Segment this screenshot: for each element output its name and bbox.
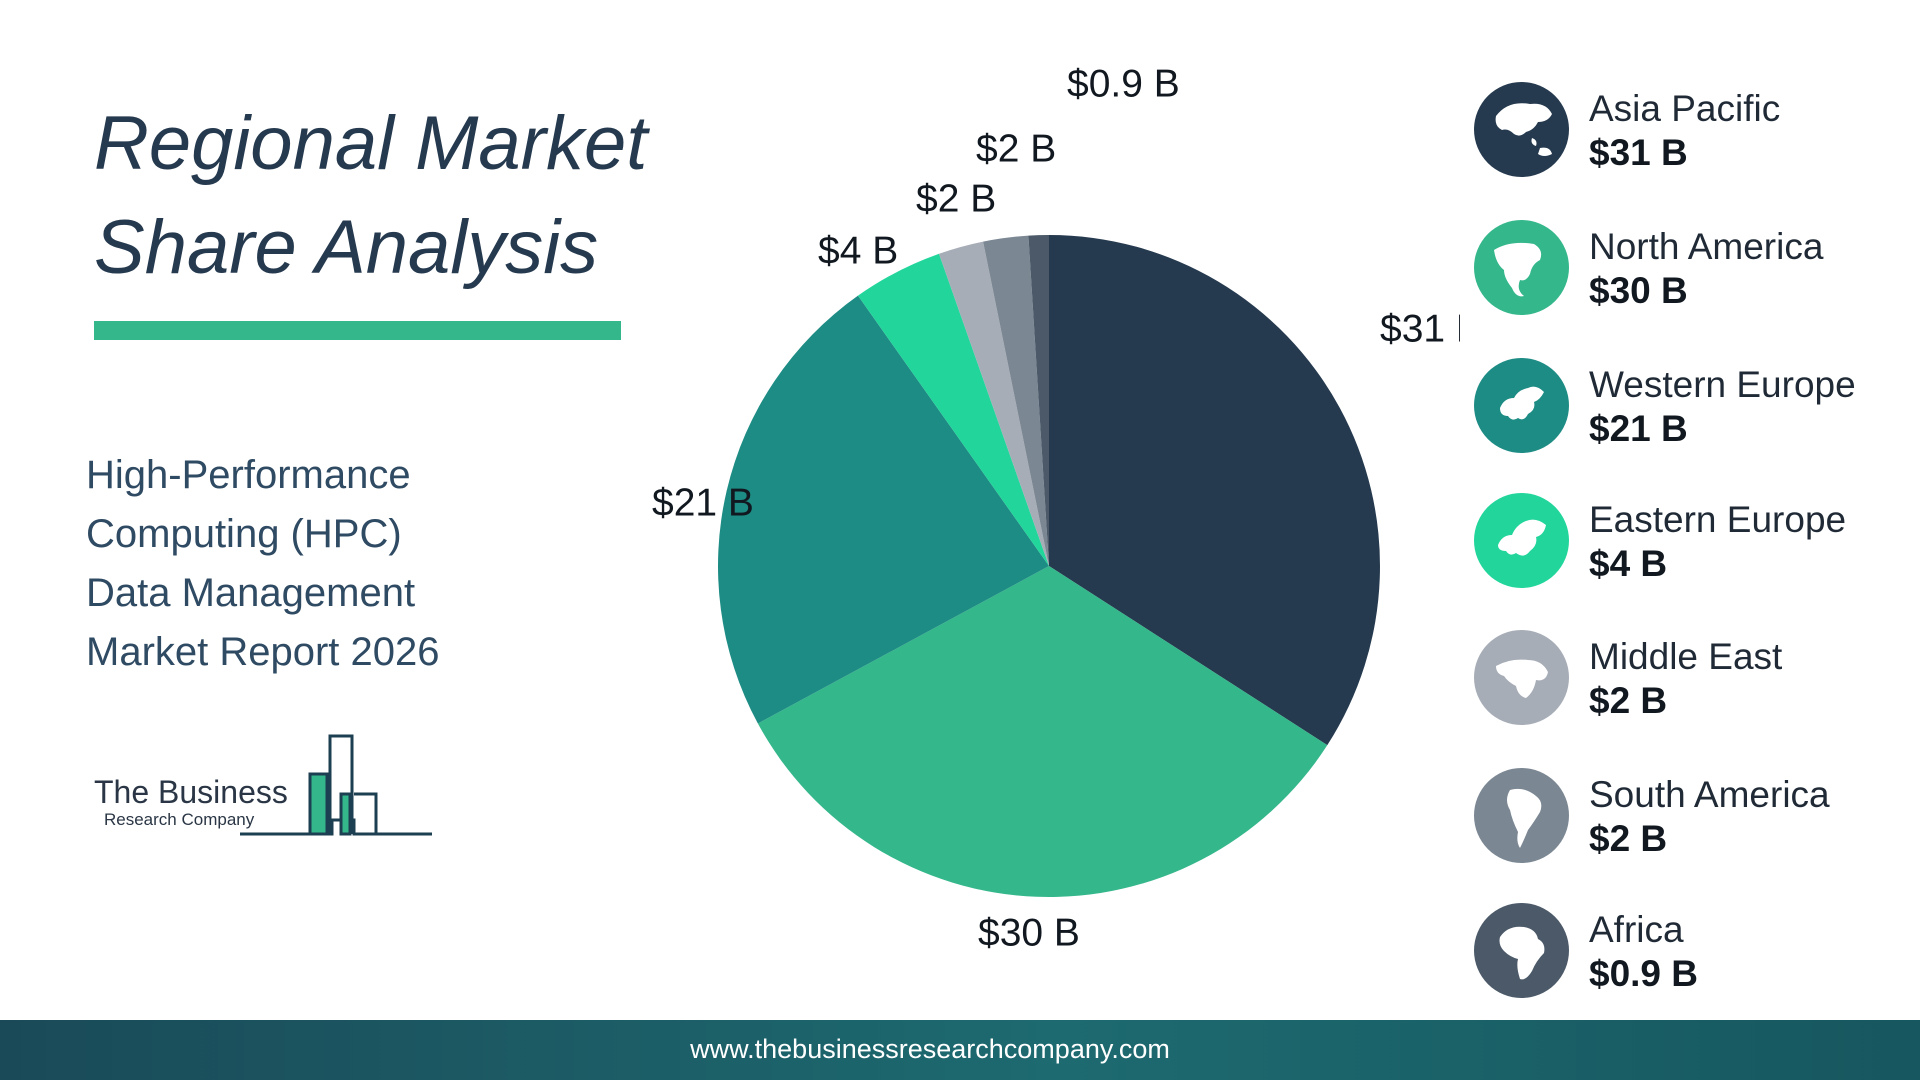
western-europe-map-icon: [1474, 358, 1569, 453]
logo-name: The Business: [94, 774, 288, 810]
pie-slice-middle-east: [939, 241, 1049, 566]
pie-slice-asia-pacific: [1049, 235, 1380, 746]
legend-value: $30 B: [1589, 270, 1688, 311]
eastern-europe-map-icon: [1474, 493, 1569, 588]
north-america-map-icon: [1474, 220, 1569, 315]
subtitle-line-1: High-Performance: [86, 453, 411, 497]
footer-url[interactable]: www.thebusinessresearchcompany.com: [690, 1034, 1170, 1064]
legend-item-middle-east: Middle East $2 B: [1474, 630, 1894, 730]
legend-item-africa: Africa $0.9 B: [1474, 903, 1894, 1003]
company-logo: The Business Research Company: [92, 728, 442, 838]
legend-label: Africa: [1589, 909, 1684, 950]
legend-label: Western Europe: [1589, 364, 1856, 405]
data-label-south-america: $2 B: [976, 127, 1056, 170]
footer-bar: www.thebusinessresearchcompany.com: [0, 1020, 1920, 1080]
legend-label: Eastern Europe: [1589, 499, 1847, 540]
pie-slice-western-europe: [718, 295, 1049, 724]
legend-label: North America: [1589, 226, 1824, 267]
legend-value: $2 B: [1589, 818, 1668, 859]
subtitle-line-4: Market Report 2026: [86, 630, 440, 674]
africa-map-icon: [1474, 903, 1569, 998]
legend-item-asia-pacific: Asia Pacific $31 B: [1474, 82, 1894, 182]
legend-label: Middle East: [1589, 636, 1783, 677]
pie-chart: $31 B $30 B $21 B $4 B $2 B $2 B $0.9 B: [652, 62, 1460, 954]
pie-slice-north-america: [757, 566, 1328, 897]
subtitle-line-2: Computing (HPC): [86, 512, 402, 556]
legend-item-north-america: North America $30 B: [1474, 220, 1894, 320]
title-underline: [94, 321, 621, 340]
legend-label: South America: [1589, 774, 1830, 815]
data-label-asia-pacific: $31 B: [1380, 307, 1460, 350]
subtitle-line-3: Data Management: [86, 571, 416, 615]
data-label-middle-east: $2 B: [916, 177, 996, 220]
legend-value: $2 B: [1589, 680, 1668, 721]
legend-label: Asia Pacific: [1589, 88, 1781, 129]
south-america-map-icon: [1474, 768, 1569, 863]
page-title: Regional Market Share Analysis: [94, 92, 654, 300]
legend-value: $21 B: [1589, 408, 1688, 449]
title-line-1: Regional Market: [94, 101, 648, 186]
pie-slice-eastern-europe: [857, 253, 1049, 567]
logo-buildings-icon: [240, 734, 432, 836]
legend-value: $4 B: [1589, 543, 1668, 584]
legend-value: $0.9 B: [1589, 953, 1699, 994]
pie-slice-south-america: [983, 235, 1049, 566]
pie-slice-africa: [1028, 235, 1049, 566]
data-label-western-europe: $21 B: [652, 481, 754, 524]
legend-item-eastern-europe: Eastern Europe $4 B: [1474, 493, 1894, 593]
legend-value: $31 B: [1589, 132, 1688, 173]
logo-subtitle: Research Company: [104, 810, 255, 829]
data-label-north-america: $30 B: [978, 911, 1080, 954]
data-label-africa: $0.9 B: [1067, 62, 1180, 105]
title-line-2: Share Analysis: [94, 205, 599, 290]
legend-item-western-europe: Western Europe $21 B: [1474, 358, 1894, 458]
asia-map-icon: [1474, 82, 1569, 177]
middle-east-map-icon: [1474, 630, 1569, 725]
data-label-eastern-europe: $4 B: [818, 229, 898, 272]
report-subtitle: High-Performance Computing (HPC) Data Ma…: [86, 446, 506, 682]
legend-item-south-america: South America $2 B: [1474, 768, 1894, 868]
